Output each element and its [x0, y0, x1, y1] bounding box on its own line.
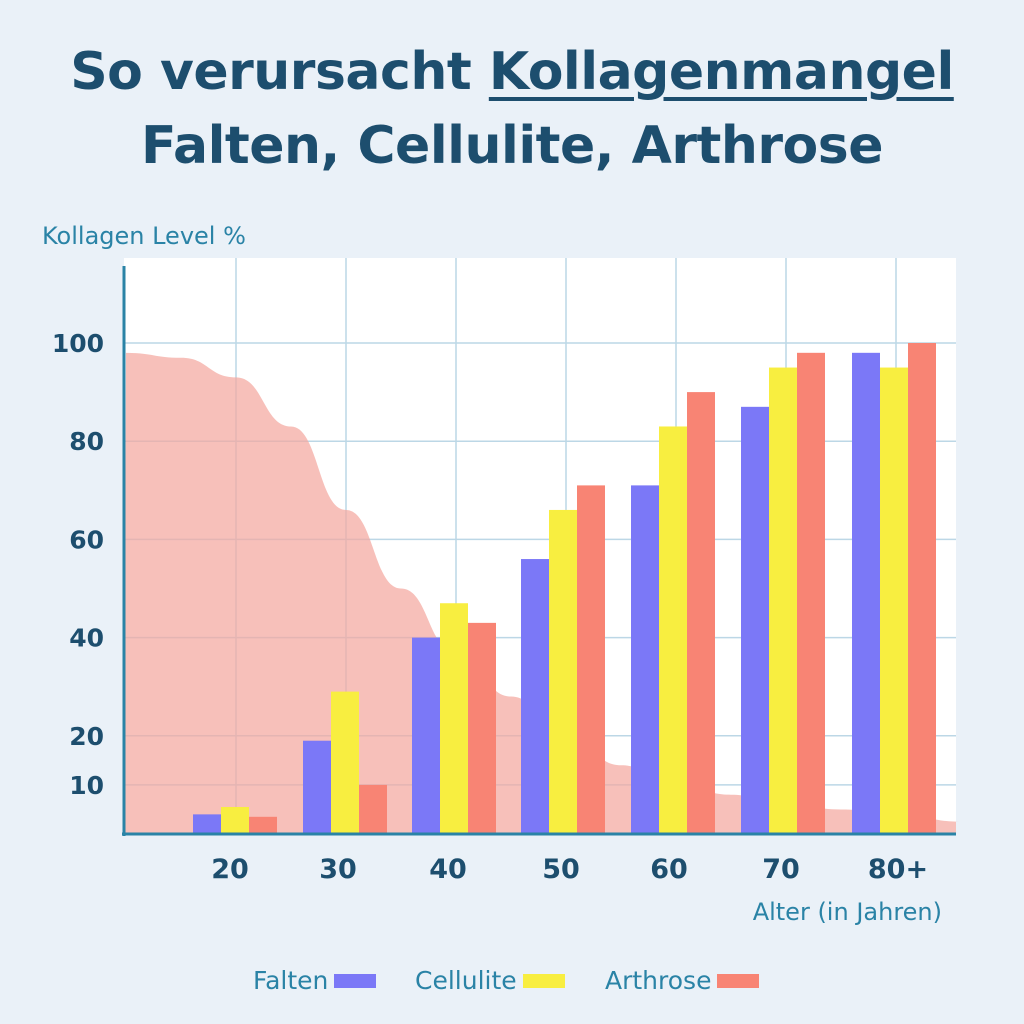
- legend-swatch: [334, 973, 377, 988]
- bar-cellulite-20: [221, 806, 249, 834]
- bar-falten-50: [521, 559, 549, 834]
- title-underlined-word: Kollagenmangel: [488, 42, 954, 102]
- x-tick-label-50: 50: [542, 854, 580, 885]
- bar-arthrose-50: [577, 485, 605, 834]
- bar-cellulite-40: [440, 603, 468, 834]
- x-tick-label-30: 30: [319, 854, 357, 885]
- bar-arthrose-30: [359, 784, 387, 834]
- bar-falten-70: [741, 406, 769, 834]
- legend-item-arthrose: Arthrose: [605, 966, 760, 995]
- x-tick-label-80+: 80+: [868, 854, 928, 885]
- bar-arthrose-20: [249, 816, 277, 834]
- y-tick-label-20: 20: [69, 722, 104, 751]
- chart-title-line-1: So verursacht Kollagenmangel: [0, 40, 1024, 104]
- x-axis-label: Alter (in Jahren): [752, 898, 942, 926]
- x-tick-label-20: 20: [211, 854, 249, 885]
- bar-falten-20: [193, 814, 221, 834]
- bar-arthrose-40: [468, 622, 496, 834]
- bar-falten-40: [412, 637, 440, 834]
- bar-falten-80+: [852, 352, 880, 834]
- bar-cellulite-30: [331, 691, 359, 834]
- y-tick-label-10: 10: [69, 771, 104, 800]
- legend-label: Falten: [253, 966, 329, 995]
- bar-falten-30: [303, 740, 331, 834]
- y-tick-label-60: 60: [69, 525, 104, 554]
- chart-legend: Falten Cellulite Arthrose: [0, 966, 1024, 1010]
- legend-label: Arthrose: [605, 966, 712, 995]
- bar-arthrose-80+: [908, 343, 936, 834]
- y-tick-label-100: 100: [52, 329, 104, 358]
- bar-cellulite-70: [769, 367, 797, 834]
- legend-item-falten: Falten: [253, 966, 377, 995]
- y-axis-label: Kollagen Level %: [42, 222, 246, 250]
- legend-swatch: [522, 973, 565, 988]
- x-tick-label-60: 60: [650, 854, 688, 885]
- title-prefix: So verursacht: [70, 42, 489, 102]
- legend-item-cellulite: Cellulite: [415, 966, 565, 995]
- bar-arthrose-60: [687, 392, 715, 834]
- bar-cellulite-50: [549, 509, 577, 834]
- legend-label: Cellulite: [415, 966, 517, 995]
- x-tick-label-70: 70: [762, 854, 800, 885]
- bar-arthrose-70: [797, 352, 825, 834]
- legend-swatch: [717, 973, 760, 988]
- y-tick-label-40: 40: [69, 624, 104, 653]
- y-tick-label-80: 80: [69, 427, 104, 456]
- x-tick-label-40: 40: [429, 854, 467, 885]
- bar-cellulite-60: [659, 426, 687, 834]
- chart-title-line-2: Falten, Cellulite, Arthrose: [141, 116, 883, 176]
- bar-cellulite-80+: [880, 367, 908, 834]
- bar-falten-60: [631, 485, 659, 834]
